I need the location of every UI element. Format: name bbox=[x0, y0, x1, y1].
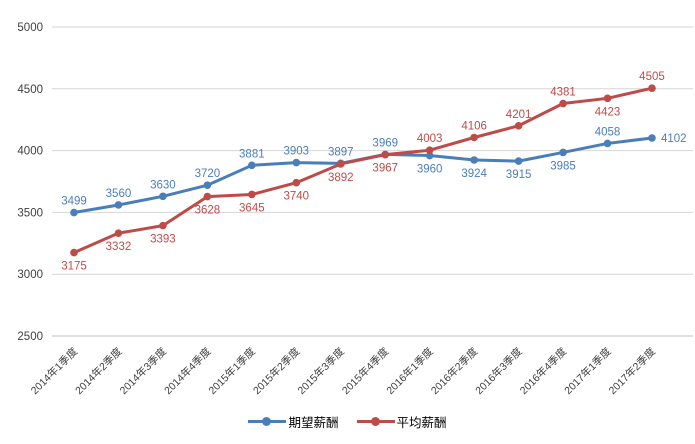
data-label: 4003 bbox=[417, 133, 443, 145]
data-point bbox=[292, 178, 301, 187]
data-point bbox=[70, 248, 78, 257]
data-label: 3393 bbox=[150, 234, 176, 246]
data-label: 4201 bbox=[506, 109, 532, 121]
data-label: 3985 bbox=[550, 160, 576, 172]
data-label: 3960 bbox=[417, 164, 443, 176]
data-point bbox=[425, 146, 434, 155]
data-label: 4423 bbox=[595, 106, 621, 118]
y-tick-label: 4500 bbox=[17, 84, 43, 96]
data-point bbox=[425, 151, 434, 160]
data-label: 3499 bbox=[61, 196, 87, 208]
data-label: 3630 bbox=[150, 179, 176, 191]
data-point bbox=[514, 157, 523, 165]
data-point bbox=[381, 150, 390, 159]
y-tick-label: 4000 bbox=[17, 146, 43, 158]
data-point bbox=[648, 134, 656, 142]
data-label: 3645 bbox=[239, 202, 265, 214]
data-label: 4058 bbox=[595, 126, 621, 138]
data-point bbox=[203, 192, 212, 201]
data-point bbox=[559, 99, 567, 108]
data-label: 3332 bbox=[106, 241, 132, 253]
data-point bbox=[603, 139, 612, 148]
data-label: 3740 bbox=[284, 191, 310, 203]
series-line bbox=[72, 136, 654, 215]
legend-label-average-salary: 平均薪酬 bbox=[396, 416, 447, 430]
data-point bbox=[159, 221, 167, 230]
data-label: 4505 bbox=[639, 71, 665, 83]
data-point bbox=[292, 158, 301, 167]
data-label: 3892 bbox=[328, 172, 354, 184]
legend-label-expected-salary: 期望薪酬 bbox=[288, 416, 339, 430]
x-tick-label: 2017年2季度 bbox=[606, 345, 658, 397]
data-point bbox=[603, 94, 612, 103]
data-label: 3628 bbox=[195, 205, 221, 217]
series-line bbox=[72, 86, 654, 255]
chart-legend: 期望薪酬 平均薪酬 bbox=[0, 412, 695, 431]
legend-item-average-salary[interactable]: 平均薪酬 bbox=[356, 412, 447, 431]
legend-item-expected-salary[interactable]: 期望薪酬 bbox=[248, 412, 339, 431]
data-point bbox=[159, 192, 167, 201]
legend-line-dot-marker-blue bbox=[248, 417, 287, 426]
data-label: 3924 bbox=[461, 168, 487, 180]
data-label: 3881 bbox=[239, 148, 265, 160]
data-label: 4381 bbox=[550, 87, 576, 99]
data-point bbox=[470, 133, 478, 142]
y-tick-label: 5000 bbox=[17, 22, 43, 34]
y-tick-label: 2500 bbox=[17, 331, 43, 343]
data-point bbox=[559, 148, 567, 157]
y-tick-label: 3000 bbox=[17, 269, 43, 281]
data-point bbox=[248, 161, 256, 170]
data-label: 3175 bbox=[61, 261, 87, 273]
data-point bbox=[203, 181, 212, 190]
data-label: 3897 bbox=[328, 146, 354, 158]
data-point bbox=[114, 201, 123, 209]
data-label: 3720 bbox=[195, 168, 221, 180]
data-point bbox=[70, 208, 78, 217]
data-point bbox=[248, 190, 256, 199]
y-tick-label: 3500 bbox=[17, 207, 43, 219]
data-point bbox=[514, 121, 523, 130]
data-label: 4106 bbox=[461, 120, 487, 132]
data-label: 3560 bbox=[106, 188, 132, 200]
data-point bbox=[114, 229, 123, 237]
data-label: 3903 bbox=[284, 146, 310, 158]
legend-line-dot-marker-red bbox=[356, 417, 395, 426]
data-point bbox=[470, 156, 478, 164]
data-label: 3969 bbox=[372, 137, 398, 149]
data-point bbox=[336, 160, 345, 168]
data-label: 3915 bbox=[506, 169, 532, 181]
data-label: 4102 bbox=[661, 133, 687, 145]
data-label: 3967 bbox=[372, 163, 398, 175]
data-point bbox=[648, 84, 656, 92]
